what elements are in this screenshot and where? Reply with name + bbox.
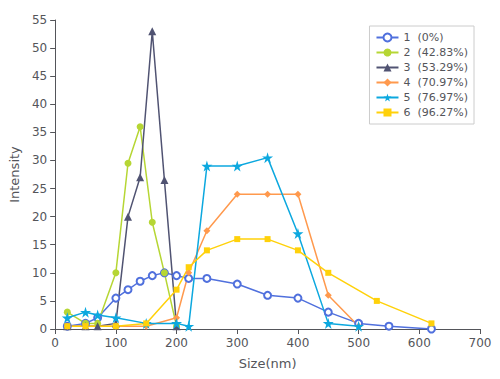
svg-text:40: 40 [32, 97, 47, 111]
svg-text:700: 700 [469, 336, 492, 350]
svg-text:25: 25 [32, 182, 47, 196]
svg-text:400: 400 [286, 336, 309, 350]
svg-text:300: 300 [226, 336, 249, 350]
svg-text:6 (96.27%): 6 (96.27%) [403, 106, 468, 119]
svg-text:1 (0%): 1 (0%) [403, 31, 443, 44]
svg-text:5 (76.97%): 5 (76.97%) [403, 91, 468, 104]
svg-text:35: 35 [32, 125, 47, 139]
svg-text:Size(nm): Size(nm) [239, 356, 297, 371]
svg-text:10: 10 [32, 266, 47, 280]
svg-text:600: 600 [408, 336, 431, 350]
svg-text:45: 45 [32, 69, 47, 83]
svg-text:15: 15 [32, 238, 47, 252]
svg-text:50: 50 [32, 41, 47, 55]
svg-text:500: 500 [347, 336, 370, 350]
svg-text:5: 5 [40, 294, 48, 308]
svg-text:0: 0 [51, 336, 59, 350]
svg-text:200: 200 [165, 336, 188, 350]
svg-text:20: 20 [32, 210, 47, 224]
svg-text:Intensity: Intensity [7, 146, 22, 203]
svg-text:3 (53.29%): 3 (53.29%) [403, 61, 468, 74]
svg-text:55: 55 [32, 13, 47, 27]
svg-text:2 (42.83%): 2 (42.83%) [403, 46, 468, 59]
svg-text:30: 30 [32, 153, 47, 167]
svg-text:100: 100 [104, 336, 127, 350]
svg-text:0: 0 [40, 322, 48, 336]
svg-text:4 (70.97%): 4 (70.97%) [403, 76, 468, 89]
